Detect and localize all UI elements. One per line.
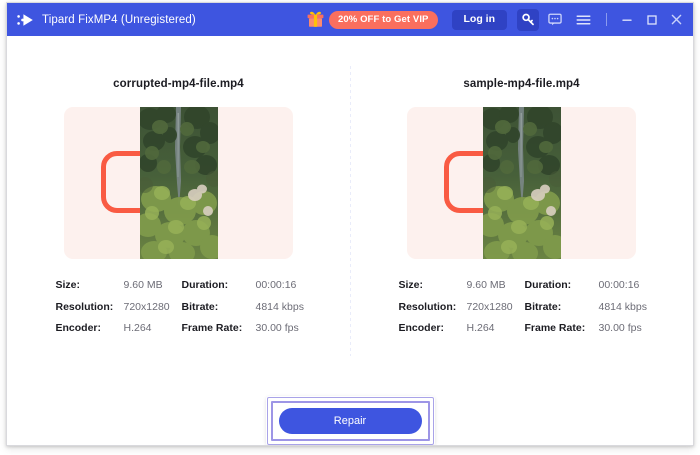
repair-button[interactable]: Repair [278, 408, 422, 434]
meta-value: 720x1280 [466, 300, 513, 313]
file-name-corrupted: corrupted-mp4-file.mp4 [113, 78, 244, 90]
close-icon[interactable] [664, 9, 689, 31]
meta-value: H.264 [123, 322, 152, 335]
app-window: Tipard FixMP4 (Unregistered) 20% OFF to … [6, 2, 694, 446]
meta-label: Bitrate: [181, 300, 219, 313]
meta-label: Frame Rate: [181, 322, 243, 335]
meta-value: 30.00 fps [255, 322, 299, 335]
meta-value: 4814 kbps [255, 300, 304, 313]
main-content: corrupted-mp4-file.mp4 [7, 36, 693, 445]
meta-value: 30.00 fps [598, 322, 642, 335]
metadata-sample: Size: 9.60 MB Duration: 00:00:16 Resolut… [398, 279, 647, 335]
file-compare-panels: corrupted-mp4-file.mp4 [7, 36, 693, 356]
panel-sample-file: sample-mp4-file.mp4 [350, 36, 693, 356]
meta-value: 00:00:16 [255, 279, 297, 291]
meta-value: 4814 kbps [598, 300, 647, 313]
meta-label: Size: [55, 279, 81, 291]
minimize-icon[interactable] [614, 9, 639, 31]
login-button[interactable]: Log in [451, 9, 507, 30]
meta-value: H.264 [466, 322, 495, 335]
metadata-corrupted: Size: 9.60 MB Duration: 00:00:16 Resolut… [55, 279, 304, 335]
meta-value: 9.60 MB [123, 279, 163, 291]
preview-card [407, 107, 636, 259]
meta-label: Encoder: [55, 322, 102, 335]
video-thumbnail [139, 107, 218, 259]
meta-value: 720x1280 [123, 300, 170, 313]
title-bar: Tipard FixMP4 (Unregistered) 20% OFF to … [7, 3, 693, 36]
repair-action-area: Repair [7, 356, 693, 445]
play-motion-logo-icon [17, 13, 34, 27]
meta-label: Duration: [524, 279, 572, 291]
panel-divider [350, 66, 351, 356]
key-icon[interactable] [517, 8, 539, 31]
file-name-sample: sample-mp4-file.mp4 [463, 78, 580, 90]
preview-sample[interactable] [407, 107, 636, 259]
preview-corrupted[interactable] [64, 107, 293, 259]
speech-bubble-icon[interactable] [543, 9, 567, 31]
video-thumbnail [482, 107, 561, 259]
maximize-icon[interactable] [639, 9, 664, 31]
meta-label: Bitrate: [524, 300, 562, 313]
gift-icon[interactable] [306, 10, 325, 29]
titlebar-controls: 20% OFF to Get VIP Log in [306, 8, 689, 31]
meta-label: Frame Rate: [524, 322, 586, 335]
app-brand: Tipard FixMP4 (Unregistered) [17, 13, 196, 27]
titlebar-divider [606, 13, 607, 26]
panel-corrupted-file: corrupted-mp4-file.mp4 [7, 36, 350, 356]
repair-focus-ring-outer: Repair [266, 397, 434, 445]
meta-label: Encoder: [398, 322, 445, 335]
meta-label: Duration: [181, 279, 229, 291]
meta-label: Resolution: [55, 300, 114, 313]
meta-label: Size: [398, 279, 424, 291]
hamburger-menu-icon[interactable] [571, 9, 595, 31]
vip-promo-button[interactable]: 20% OFF to Get VIP [329, 10, 438, 29]
window-title: Tipard FixMP4 (Unregistered) [42, 13, 196, 26]
repair-focus-ring-inner: Repair [270, 401, 430, 441]
preview-card [64, 107, 293, 259]
meta-value: 9.60 MB [466, 279, 506, 291]
meta-value: 00:00:16 [598, 279, 640, 291]
meta-label: Resolution: [398, 300, 457, 313]
